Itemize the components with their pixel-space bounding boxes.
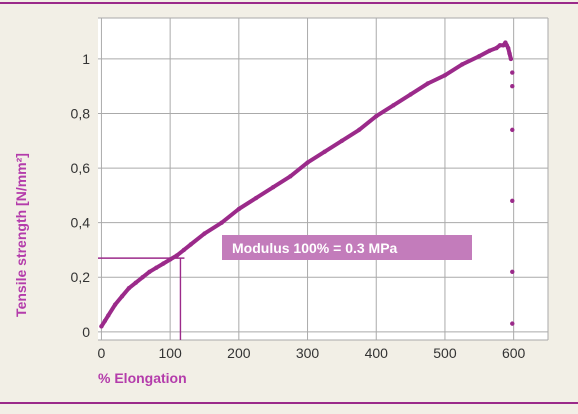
data-point: [507, 51, 512, 56]
x-tick-label: 400: [365, 345, 389, 361]
data-point: [112, 302, 118, 307]
data-point: [339, 138, 345, 143]
data-point: [106, 313, 111, 318]
data-point: [408, 92, 413, 97]
data-point: [181, 247, 187, 253]
data-point: [494, 45, 499, 51]
data-point: [161, 261, 166, 266]
top-rule: [0, 2, 578, 4]
modulus-annotation: Modulus 100% = 0.3 MPa: [222, 235, 472, 260]
x-tick-label: 200: [227, 345, 251, 361]
data-point: [322, 149, 327, 154]
plot-area: [98, 18, 548, 340]
data-point: [154, 265, 159, 270]
x-tick-label: 600: [502, 345, 526, 361]
data-point: [99, 324, 104, 329]
y-tick-label: 0,6: [71, 160, 91, 176]
data-point: [510, 84, 515, 89]
data-point: [305, 160, 310, 165]
data-point: [119, 294, 125, 299]
data-point: [288, 174, 293, 179]
data-point: [174, 253, 180, 258]
data-point: [510, 269, 515, 274]
data-point: [510, 70, 515, 75]
data-point: [356, 127, 362, 133]
y-tick-label: 0,8: [71, 106, 91, 122]
data-point: [391, 103, 396, 108]
data-point: [510, 127, 515, 133]
y-axis-label: Tensile strength [N/mm²]: [13, 153, 29, 317]
data-point: [147, 269, 152, 274]
y-tick-label: 0: [82, 324, 90, 340]
data-point: [510, 321, 515, 326]
bottom-rule: [0, 402, 578, 404]
data-point: [505, 45, 511, 51]
data-point: [253, 195, 259, 201]
data-point: [202, 231, 207, 236]
data-point: [459, 62, 465, 67]
data-point: [374, 114, 379, 119]
data-point: [442, 73, 448, 78]
data-point: [133, 280, 138, 285]
data-point: [487, 48, 492, 53]
data-point: [102, 318, 108, 324]
data-point: [477, 54, 482, 59]
data-point: [236, 206, 242, 212]
data-point: [508, 56, 514, 62]
data-point: [188, 242, 193, 247]
data-point: [510, 198, 515, 204]
y-tick-label: 0,2: [71, 269, 91, 285]
x-tick-label: 500: [433, 345, 457, 361]
data-point: [167, 257, 173, 262]
data-point: [140, 275, 145, 280]
x-tick-label: 0: [98, 345, 106, 361]
data-point: [126, 285, 132, 291]
y-tick-label: 1: [82, 51, 90, 67]
y-axis-label-wrap: Tensile strength [N/mm²]: [8, 85, 34, 385]
data-point: [270, 184, 276, 190]
data-point: [219, 220, 224, 225]
data-point: [425, 81, 430, 86]
x-axis-label: % Elongation: [98, 370, 187, 386]
data-point: [497, 43, 503, 48]
x-tick-label: 300: [296, 345, 320, 361]
x-tick-label: 100: [158, 345, 182, 361]
y-tick-label: 0,4: [71, 215, 91, 231]
